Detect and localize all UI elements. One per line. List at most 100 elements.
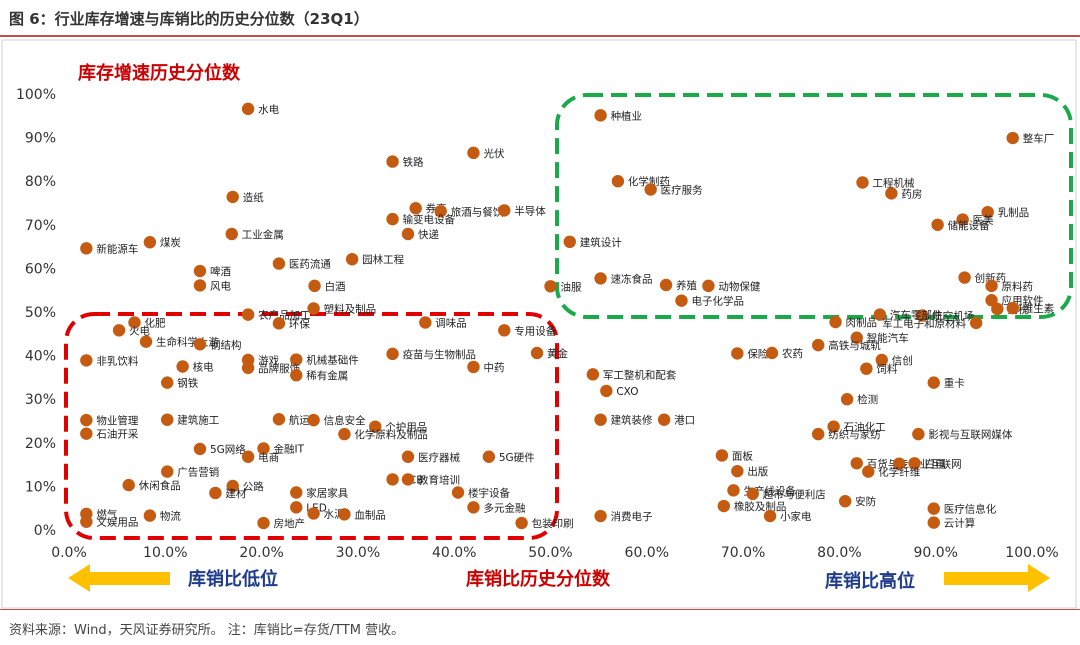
- data-point: [338, 427, 351, 441]
- data-point: [225, 227, 238, 241]
- data-point-label: 塑料及制品: [324, 303, 377, 316]
- data-point-label: 医美: [973, 214, 994, 227]
- high-growth-region-box: [555, 93, 1073, 319]
- data-point-label: 医药流通: [289, 258, 331, 271]
- x-tick-label: 30.0%: [336, 545, 380, 561]
- data-point-label: 煤炭: [160, 236, 181, 249]
- data-point-label: 房地产: [274, 517, 306, 530]
- data-point: [875, 353, 888, 367]
- data-point: [307, 507, 320, 520]
- data-point-label: 高铁与城轨: [828, 339, 881, 352]
- data-point-label: 公路: [243, 480, 264, 493]
- data-point: [927, 516, 940, 529]
- data-point: [563, 235, 576, 249]
- data-point-label: 消费电子: [611, 510, 653, 523]
- y-tick-label: 70%: [25, 218, 56, 234]
- data-point-label: CXO: [616, 386, 638, 398]
- data-point: [498, 204, 511, 217]
- data-point-label: 5G硬件: [499, 452, 535, 464]
- data-point-label: 动物保健: [718, 280, 760, 293]
- data-point-label: 储能设备: [948, 219, 990, 232]
- data-point-label: 保险: [747, 347, 768, 360]
- data-point-label: 智能汽车: [867, 332, 909, 345]
- data-point: [257, 442, 270, 455]
- x-tick-label: 10.0%: [143, 545, 187, 561]
- data-point: [176, 360, 189, 373]
- data-point-label: 血制品: [354, 508, 386, 521]
- data-point-label: 火电: [129, 324, 150, 337]
- data-point: [1006, 301, 1019, 315]
- data-point: [544, 280, 557, 293]
- data-point-label: 物业管理: [96, 414, 138, 427]
- data-point: [467, 360, 480, 374]
- data-point: [715, 449, 729, 462]
- data-point: [80, 354, 93, 367]
- data-point-label: 化学制药: [628, 175, 670, 188]
- data-point-label: 铁路: [403, 156, 424, 169]
- data-point: [290, 369, 303, 382]
- data-point: [386, 212, 399, 226]
- data-point: [122, 478, 135, 492]
- data-point-label: 军工电子和原材料: [882, 317, 966, 330]
- high-ratio-note: 库销比高位: [825, 570, 915, 592]
- data-point: [272, 413, 286, 426]
- data-point-label: 小家电: [780, 510, 812, 523]
- data-point: [727, 484, 740, 497]
- data-point-label: 白酒: [325, 280, 346, 293]
- data-point: [838, 495, 852, 508]
- data-point: [657, 413, 671, 426]
- data-point-label: 肉制品: [846, 316, 878, 329]
- data-point: [161, 465, 174, 478]
- data-point: [594, 509, 607, 523]
- y-tick-label: 30%: [25, 392, 56, 408]
- data-point: [290, 501, 303, 514]
- data-point: [80, 413, 93, 427]
- data-point-label: 信创: [892, 354, 913, 367]
- data-point: [717, 499, 731, 513]
- data-point: [991, 302, 1004, 316]
- data-point: [345, 253, 359, 266]
- x-tick-label: 20.0%: [239, 545, 283, 561]
- data-point-label: 环保: [289, 317, 310, 330]
- data-point: [241, 102, 255, 116]
- data-point: [290, 486, 303, 499]
- data-point-label: 钢结构: [210, 338, 242, 351]
- data-point-label: 创新药: [975, 272, 1007, 285]
- data-point: [594, 413, 607, 426]
- data-point: [386, 347, 399, 361]
- source-note: 资料来源：Wind，天风证券研究所。 注：库销比=存货/TTM 营收。: [9, 623, 405, 638]
- data-point: [434, 205, 447, 218]
- data-point-label: 电子化学品: [691, 295, 744, 308]
- data-point-label: 多元金融: [483, 501, 525, 514]
- data-point-label: 云计算: [944, 517, 976, 530]
- data-point-label: 钢铁: [177, 377, 198, 390]
- data-point: [644, 183, 657, 196]
- data-point-label: 光伏: [483, 147, 504, 160]
- data-point-label: 石油开采: [96, 428, 138, 441]
- data-point-label: 农药: [782, 347, 803, 360]
- data-point-label: 品牌服饰: [258, 362, 300, 375]
- data-point: [467, 146, 480, 160]
- scatter-points: 水电铁路光伏造纸券商旅酒与餐饮输变电设备半导体快递工业金属新能源车煤炭医药流通园…: [80, 102, 1054, 530]
- data-point: [908, 457, 921, 470]
- data-point: [746, 487, 759, 501]
- data-point: [956, 213, 969, 226]
- data-point: [401, 227, 415, 241]
- data-point: [139, 335, 153, 348]
- data-point-label: 原料药: [1002, 280, 1033, 293]
- data-point: [860, 362, 873, 375]
- data-point: [307, 413, 320, 427]
- data-point: [161, 413, 174, 426]
- y-tick-label: 100%: [16, 87, 56, 103]
- figure-title: 图 6：行业库存增速与库销比的历史分位数（23Q1）: [9, 10, 369, 28]
- data-point: [498, 324, 511, 337]
- data-point-label: 医疗信息化: [944, 503, 997, 516]
- data-point: [290, 353, 303, 366]
- data-point-label: 航运: [289, 413, 310, 426]
- data-point-label: 核电: [193, 361, 214, 374]
- data-point-label: 包装印刷: [532, 517, 574, 530]
- data-point: [338, 508, 351, 521]
- data-point-label: 农产品加工: [258, 309, 311, 322]
- data-point: [969, 316, 983, 330]
- data-point-label: 化学纤维: [878, 466, 920, 479]
